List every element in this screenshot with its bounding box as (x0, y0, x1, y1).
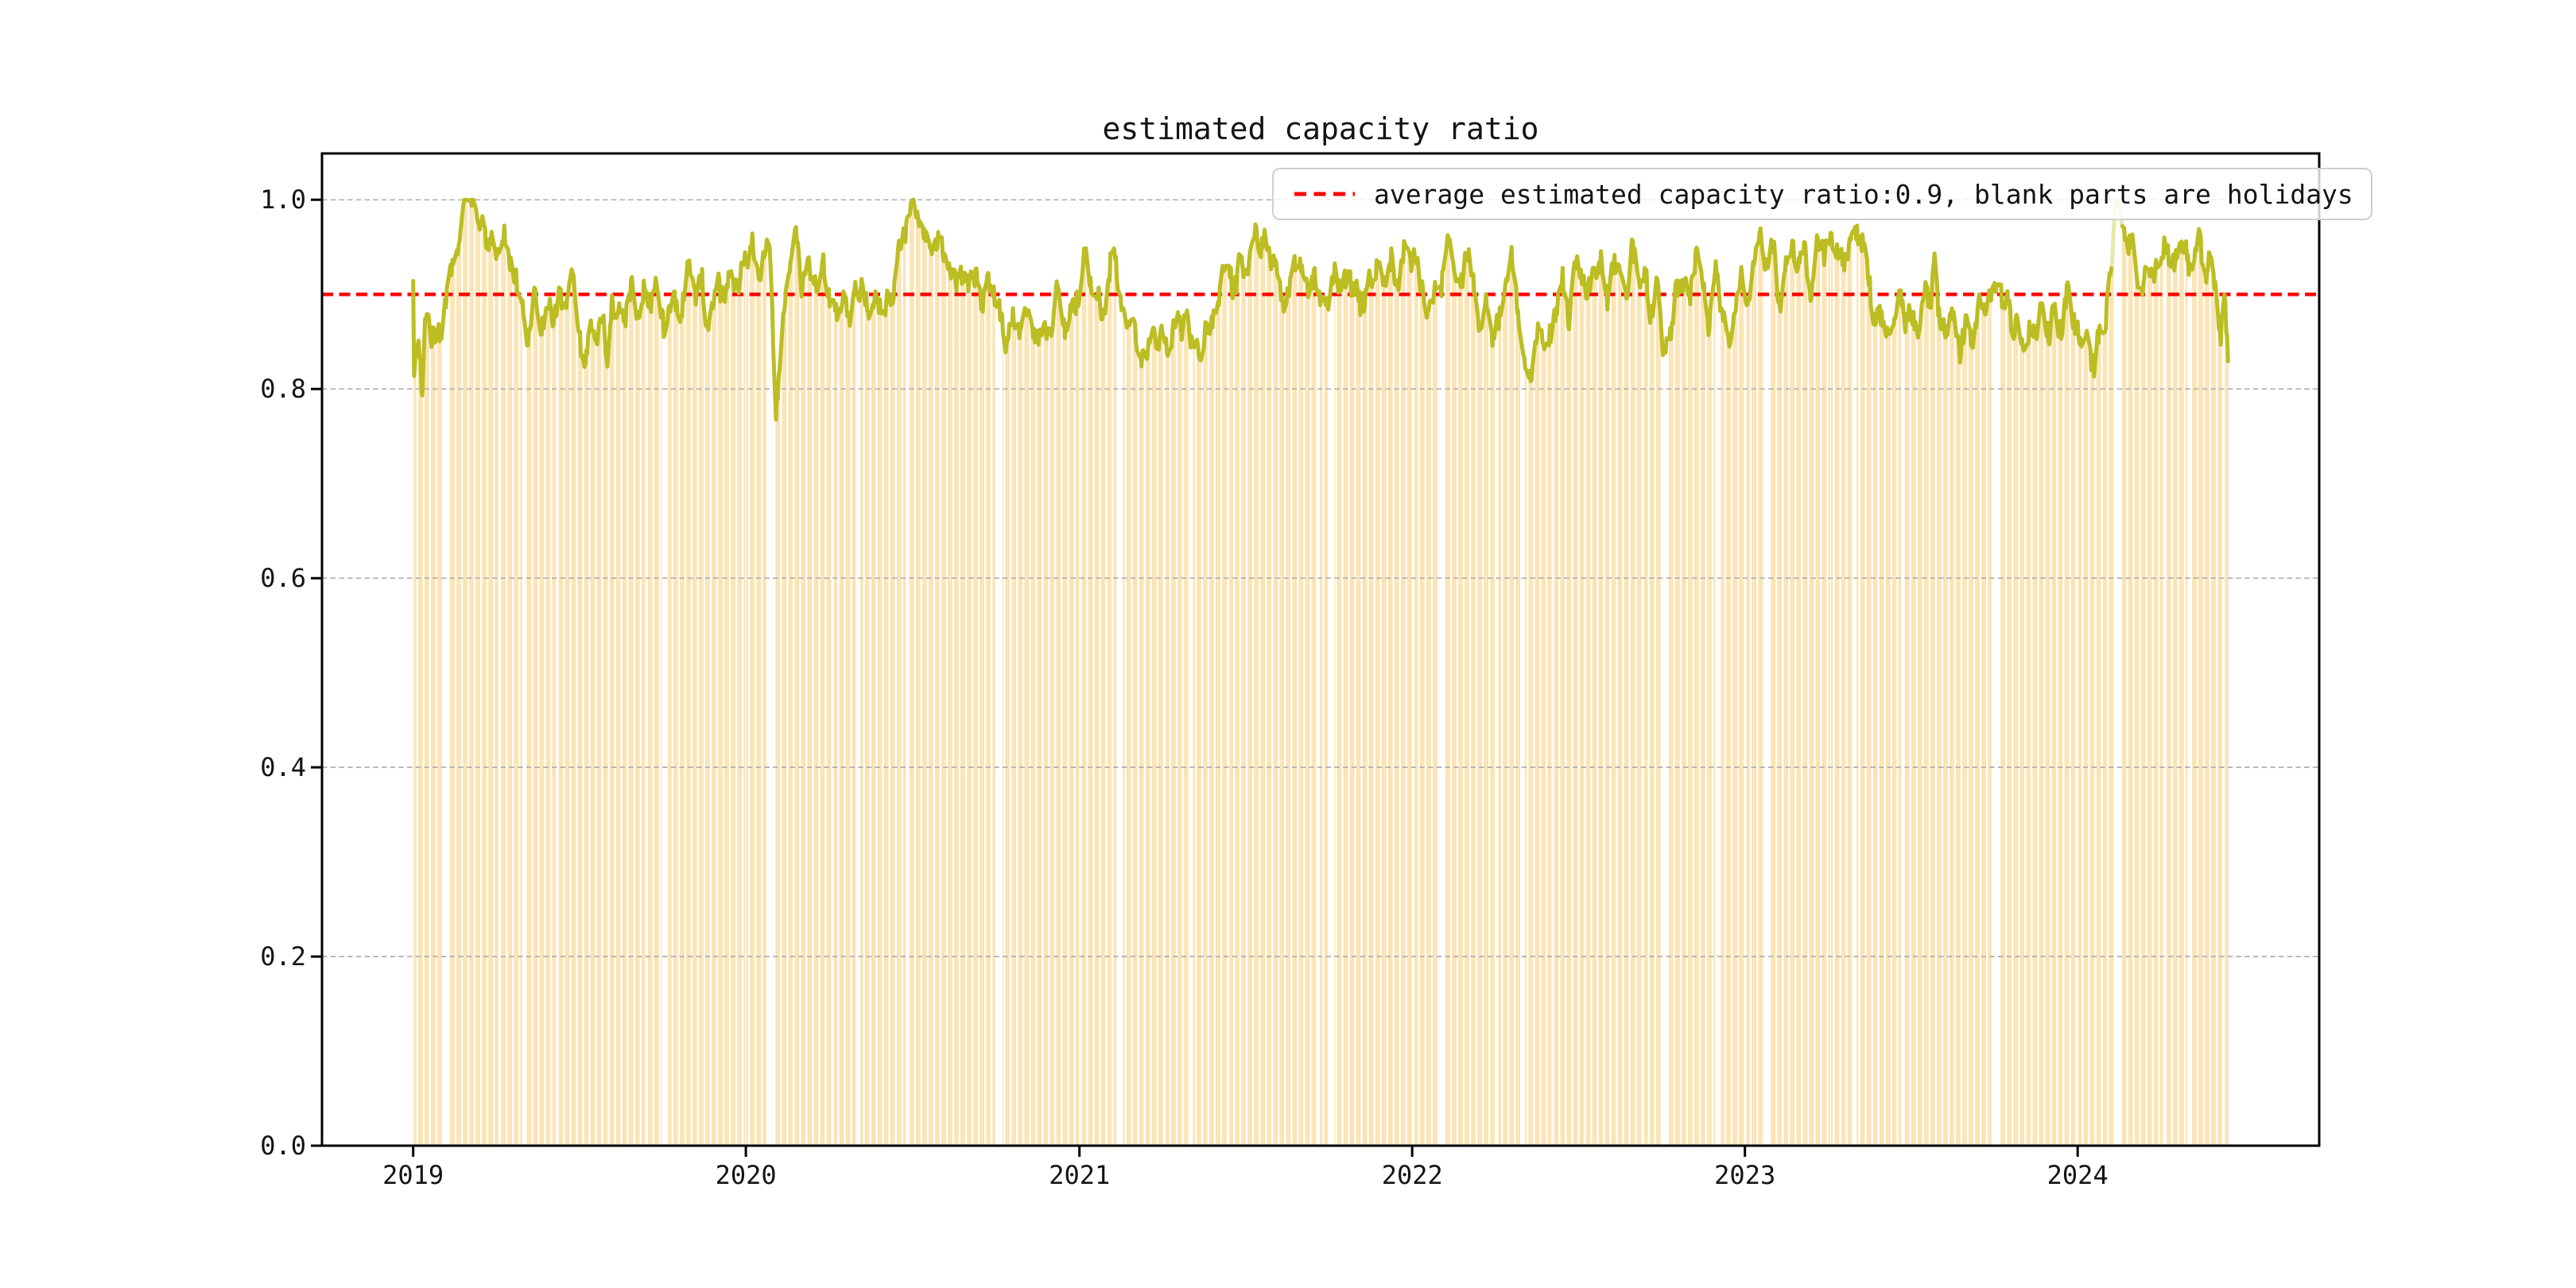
plot-border (320, 152, 2321, 1147)
y-gridlines (322, 199, 2319, 957)
legend-red-dashed-line-icon (1294, 192, 1355, 196)
legend-label: average estimated capacity ratio:0.9, bl… (1374, 178, 2353, 210)
capacity-line-2024 (2120, 223, 2230, 363)
holiday-gap-bars (413, 200, 2229, 1146)
y-tick-label: 0.0 (260, 1131, 306, 1161)
x-tick-label: 2022 (1381, 1160, 1443, 1190)
legend-box: average estimated capacity ratio:0.9, bl… (1272, 168, 2372, 220)
y-tick-label: 0.2 (260, 941, 306, 972)
x-tick-label: 2020 (715, 1160, 777, 1190)
chart-title: estimated capacity ratio (1102, 111, 1539, 146)
y-tick-label: 1.0 (260, 184, 306, 215)
x-tick-label: 2023 (1714, 1160, 1776, 1190)
x-tick-label: 2024 (2046, 1160, 2109, 1190)
y-tick-label: 0.8 (260, 374, 306, 405)
axis-tick-marks (311, 198, 2079, 1157)
capacity-line (411, 197, 2114, 422)
x-tick-label: 2021 (1049, 1160, 1111, 1190)
y-tick-label: 0.4 (260, 752, 306, 783)
x-tick-label: 2019 (382, 1160, 444, 1190)
y-tick-label: 0.6 (260, 563, 306, 594)
